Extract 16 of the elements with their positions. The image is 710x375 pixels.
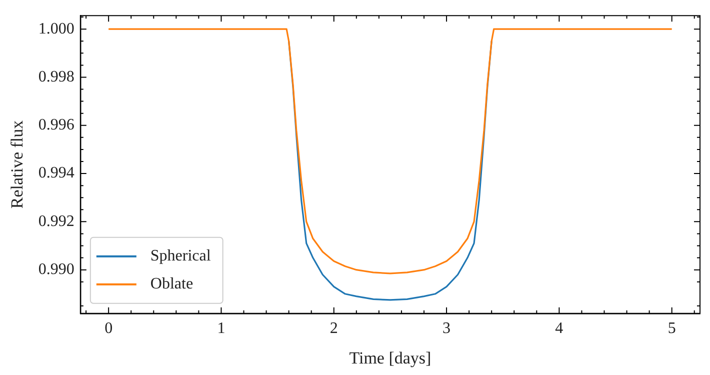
x-tick-label: 3 <box>442 320 451 338</box>
y-tick-label: 1.000 <box>38 20 74 38</box>
y-tick-label: 0.990 <box>38 261 74 278</box>
x-tick-label: 5 <box>668 320 676 338</box>
y-axis-title: Relative flux <box>8 120 27 209</box>
y-tick-label: 0.996 <box>38 116 74 134</box>
legend-label: Oblate <box>150 276 194 293</box>
y-tick-label: 0.998 <box>38 68 74 86</box>
x-axis-title: Time [days] <box>349 348 432 368</box>
x-tick-label: 4 <box>555 320 564 338</box>
x-tick-label: 1 <box>217 320 226 338</box>
legend-label: Spherical <box>150 248 212 265</box>
x-tick-label: 2 <box>330 320 338 338</box>
x-tick-label: 0 <box>104 320 113 338</box>
y-tick-label: 0.992 <box>38 212 74 230</box>
y-tick-label: 0.994 <box>38 164 74 182</box>
